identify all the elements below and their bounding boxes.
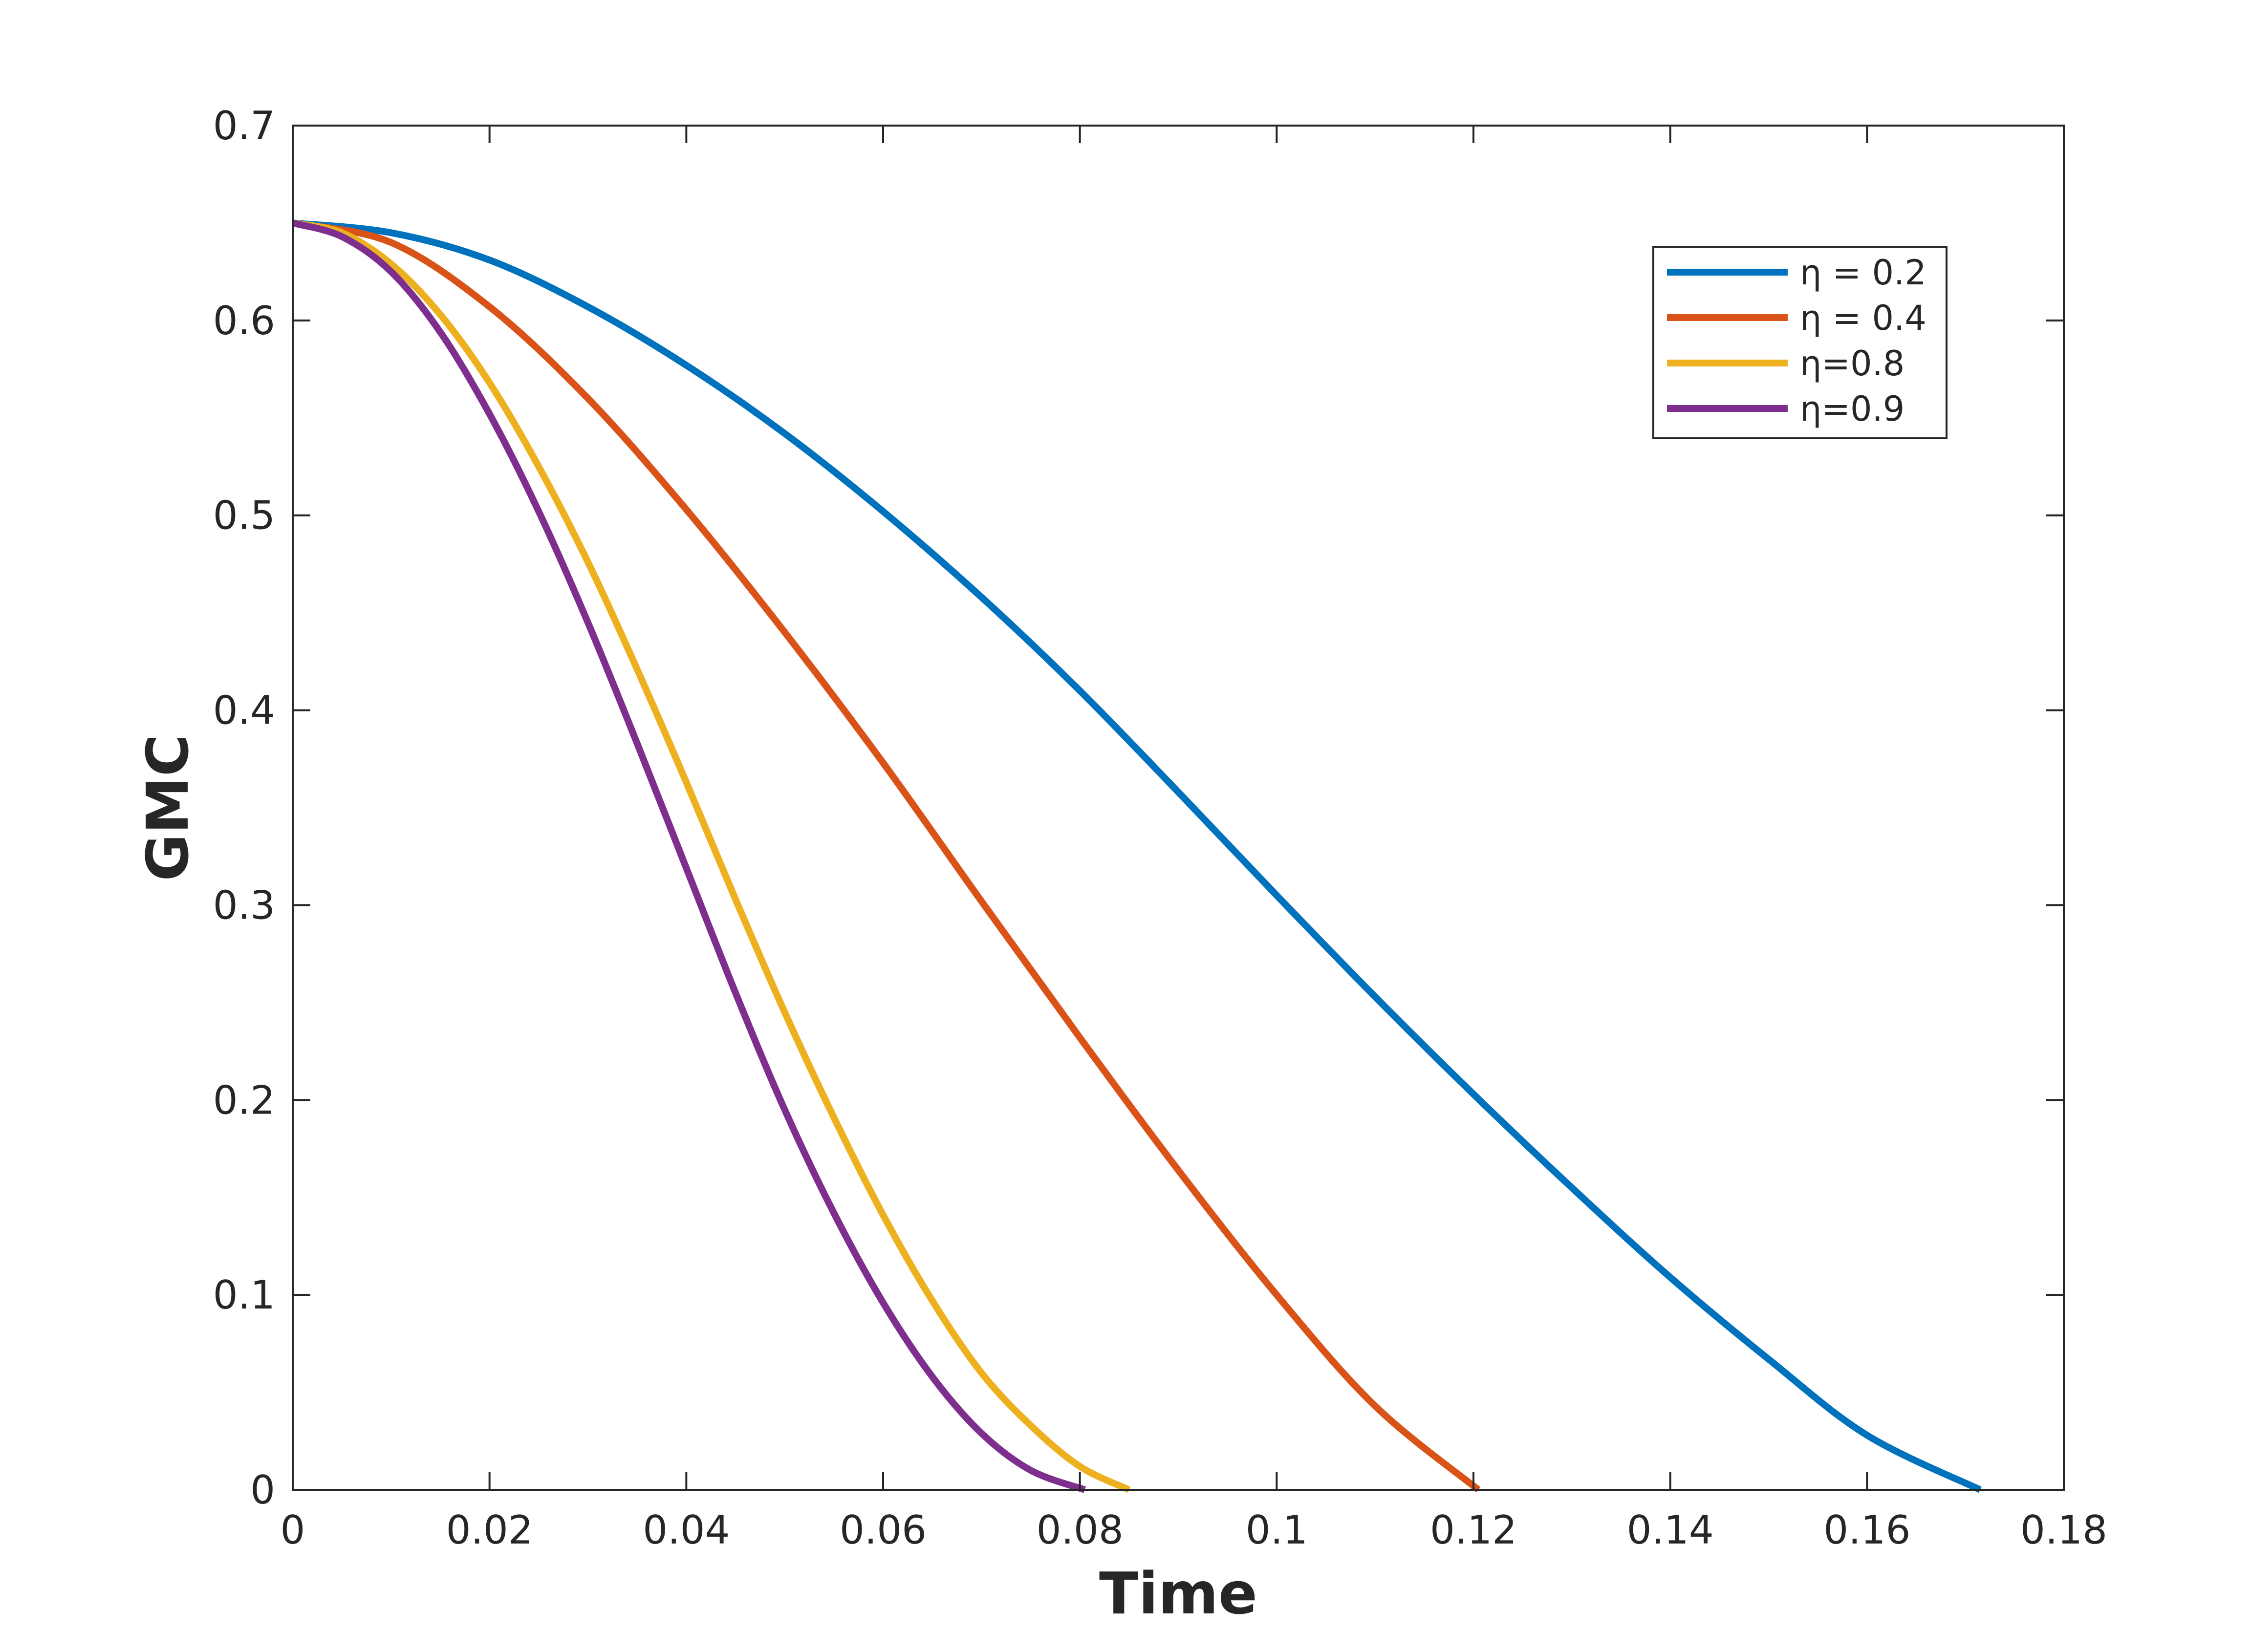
y-tick-label: 0.5 [213, 493, 275, 538]
series-line-4 [292, 219, 1086, 1493]
x-tick-label: 0.16 [1823, 1507, 1910, 1553]
series-line-3 [292, 219, 1131, 1493]
legend: η = 0.2 η = 0.4 η=0.8 η=0.9 [1652, 246, 1948, 439]
y-tick-label: 0.1 [213, 1272, 275, 1318]
x-tick-label: 0.08 [1037, 1507, 1124, 1553]
series-lines [292, 219, 1982, 1493]
y-tick-label: 0.7 [213, 103, 275, 149]
x-tick-label: 0.06 [840, 1507, 927, 1553]
x-axis-label: Time [1099, 1560, 1257, 1627]
y-tick-label: 0.3 [213, 882, 275, 928]
x-tick-label: 0.04 [643, 1507, 730, 1553]
x-tick-label: 0.02 [446, 1507, 533, 1553]
legend-entry: η = 0.2 [1800, 253, 1926, 293]
x-tick-label: 0 [281, 1507, 305, 1553]
x-tick-label: 0.18 [2020, 1507, 2107, 1553]
series-line-2 [292, 219, 1481, 1493]
y-axis-label: GMC [134, 734, 201, 881]
axes-box [292, 125, 2065, 1491]
y-tick-label: 0.2 [213, 1077, 275, 1123]
x-tick-label: 0.12 [1430, 1507, 1517, 1553]
y-tick-label: 0.4 [213, 688, 275, 733]
x-tick-label: 0.1 [1246, 1507, 1308, 1553]
legend-entry: η=0.9 [1800, 389, 1905, 429]
y-tick-label: 0.6 [213, 298, 275, 343]
x-tick-label: 0.14 [1627, 1507, 1714, 1553]
y-tick-label: 0 [250, 1467, 275, 1513]
axis-ticks: 0 0.02 0.04 0.06 0.08 0.1 0.12 0.14 0.16 0.18 0 0.1… [213, 103, 2107, 1553]
legend-entry: η = 0.4 [1800, 298, 1926, 338]
legend-entry: η=0.8 [1800, 343, 1905, 384]
series-line-1 [292, 219, 1982, 1493]
